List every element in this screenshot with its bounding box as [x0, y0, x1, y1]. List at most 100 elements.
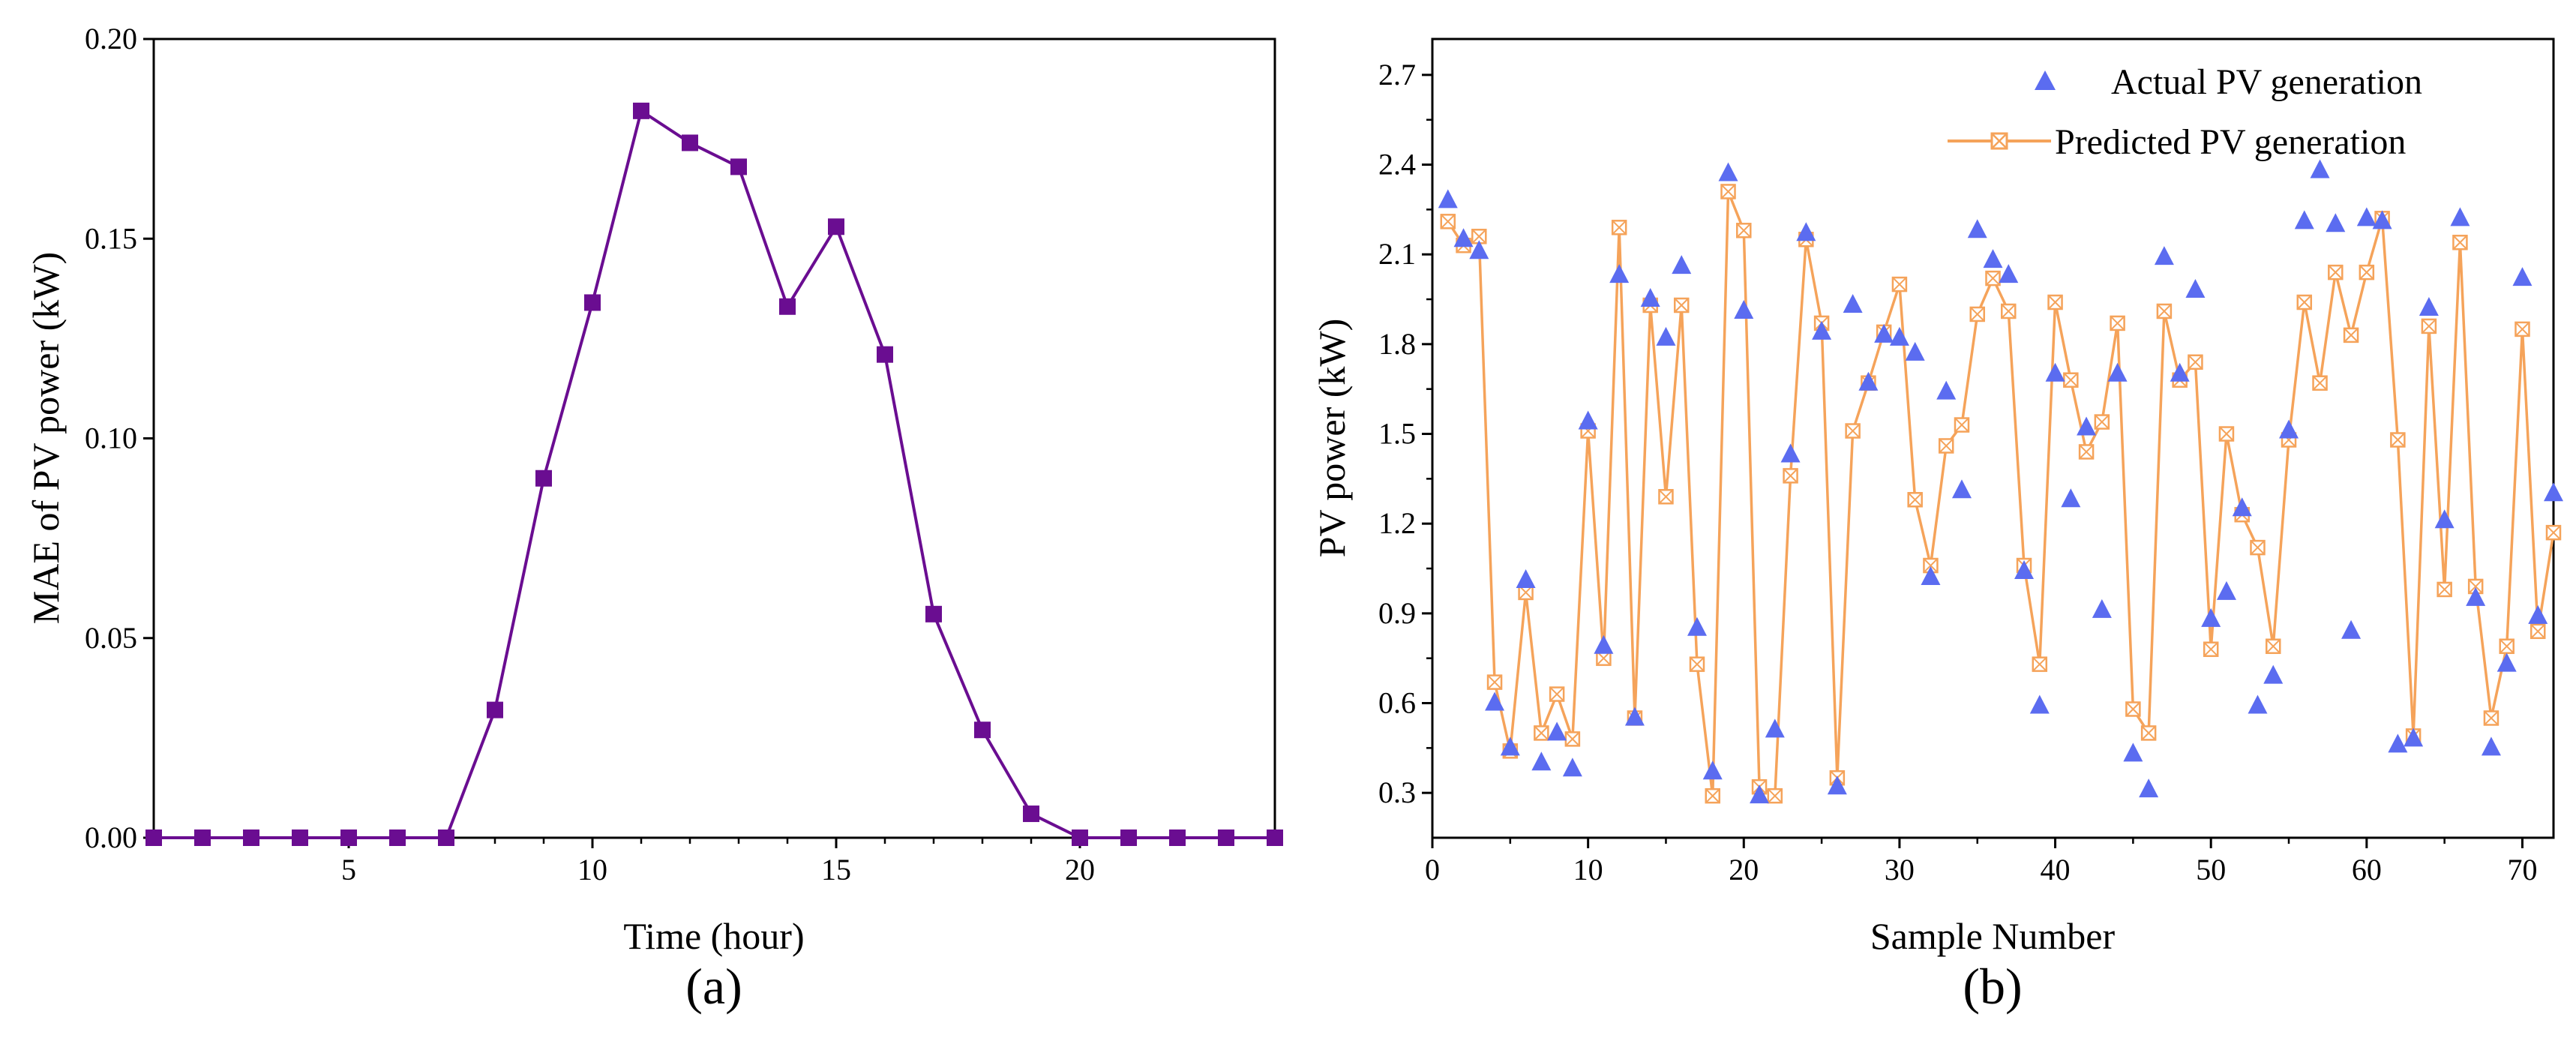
panel-b-actual-point	[1469, 240, 1489, 260]
panel-b-predicted-point	[2296, 294, 2313, 310]
panel-b-predicted-point	[2032, 656, 2048, 672]
panel-b-actual-point	[2497, 652, 2517, 672]
panel-b-predicted-point	[1611, 220, 1627, 236]
panel-b-actual-point	[2341, 620, 2362, 639]
panel-b-ytick-label: 2.4	[1378, 148, 1416, 182]
panel-a-ytick-label: 0.05	[85, 621, 137, 655]
panel-b-actual-point	[2356, 207, 2377, 226]
panel-b-predicted-point	[2140, 725, 2157, 741]
panel-b-xtick-label: 10	[1573, 853, 1603, 886]
panel-b-predicted-point	[1736, 223, 1752, 238]
panel-b-actual-point	[1687, 616, 1707, 636]
panel-b-predicted-point	[1845, 423, 1861, 439]
legend-actual-marker	[2035, 70, 2056, 90]
panel-b-actual-point	[2419, 296, 2439, 316]
panel-a-mae-point	[243, 830, 259, 846]
panel-a-caption: (a)	[685, 958, 742, 1015]
panel-b-actual-point	[1609, 264, 1630, 284]
panel-a-mae-point	[340, 830, 357, 846]
panel-a-mae-point	[877, 346, 893, 363]
panel-b-actual-point	[1702, 760, 1723, 780]
panel-a-mae-chart: 0.000.050.100.150.205 10 15 20 Time (hour) …	[25, 22, 1283, 1015]
panel-a-mae-point	[487, 701, 503, 718]
panel-a-mae-line	[154, 109, 1275, 839]
panel-b-actual-point	[2123, 742, 2143, 762]
panel-b-actual-point	[1858, 371, 1879, 391]
panel-b-predicted-point	[2001, 303, 2017, 320]
panel-b-predicted-point	[1471, 229, 1487, 244]
panel-b-predicted-point	[1705, 788, 1720, 804]
panel-b-predicted-point	[1549, 686, 1565, 702]
panel-b-predicted-point	[1767, 788, 1783, 804]
panel-b-actual-point	[2263, 664, 2284, 684]
panel-b-actual-point	[1734, 299, 1754, 319]
panel-b-predicted-point	[1938, 438, 1954, 454]
panel-b-ticks: 0.3 0.6 0.9 1.2 1.5 1.8 2.1 2.4 2.7 0 10 20 30 40 50 60…	[1378, 58, 2537, 886]
panel-b-actual-point	[2014, 560, 2035, 579]
panel-b-actual-point	[1562, 758, 1582, 777]
panel-b-predicted-point	[2499, 638, 2515, 654]
panel-b-actual-point	[1843, 294, 1863, 313]
panel-b-actual-point	[2248, 694, 2268, 714]
panel-b-ylabel: PV power (kW)	[1311, 319, 1353, 557]
panel-b-predicted-point	[2328, 264, 2344, 280]
panel-b-predicted-point	[1564, 731, 1581, 747]
panel-b-predicted-point	[2359, 264, 2375, 280]
panel-b-actual-point	[1983, 249, 2003, 268]
panel-b-actual-point	[2185, 279, 2206, 298]
panel-a-ytick-label: 0.20	[85, 22, 137, 56]
panel-a-mae-point	[194, 830, 211, 846]
panel-b-actual-point	[1531, 752, 1552, 771]
panel-b-actual-point	[1516, 568, 1536, 588]
panel-a-mae-point	[292, 830, 308, 846]
panel-b-actual-point	[2077, 416, 2097, 436]
panel-b-actual-point	[1874, 323, 1894, 343]
panel-b-predicted-point	[2266, 638, 2281, 654]
panel-b-predicted-point	[2483, 710, 2500, 726]
panel-a-mae-point	[730, 158, 747, 176]
panel-b-predicted-point	[2545, 524, 2562, 541]
panel-b-caption: (b)	[1963, 958, 2022, 1015]
panel-a-mae-point	[828, 218, 844, 236]
panel-b-ytick-label: 2.1	[1378, 237, 1416, 271]
panel-b-actual-point	[1999, 264, 2019, 284]
panel-a-mae-point	[535, 470, 552, 487]
panel-b-legend: Actual PV generation Predicted PV genera…	[1948, 62, 2422, 162]
panel-a-mae-point	[145, 830, 162, 846]
panel-b-actual-point	[1578, 410, 1598, 430]
panel-a-mae-point	[1218, 830, 1234, 846]
panel-b-ytick-label: 1.5	[1378, 417, 1416, 451]
panel-b-predicted-point	[1923, 557, 1939, 574]
panel-b-actual-point	[2310, 159, 2330, 178]
panel-b-predicted-point	[1907, 492, 1923, 508]
panel-b-predicted-point	[2250, 539, 2266, 556]
panel-a-mae-point	[1169, 830, 1186, 846]
panel-b-predicted-point	[2110, 315, 2125, 332]
panel-a-xtick-label: 10	[577, 853, 607, 886]
panel-b-actual-point	[1951, 479, 1972, 499]
panel-b-actual-point	[2092, 598, 2112, 618]
panel-b-predicted-point	[2188, 354, 2203, 370]
panel-b-actual-point	[1594, 634, 1614, 654]
panel-a-ytick-label: 0.10	[85, 422, 137, 455]
panel-b-ytick-label: 1.2	[1378, 506, 1416, 540]
panel-b-predicted-point	[1658, 489, 1674, 505]
panel-b-actual-point	[2029, 694, 2050, 714]
panel-b-ytick-label: 0.6	[1378, 686, 1416, 720]
panel-a-xlabel: Time (hour)	[623, 915, 804, 957]
panel-b-predicted-point	[2156, 303, 2173, 320]
panel-b-ytick-label: 2.7	[1378, 58, 1416, 92]
panel-b-actual-point	[1718, 162, 1738, 182]
panel-b-xlabel: Sample Number	[1870, 915, 2116, 957]
panel-a-mae-point	[1120, 830, 1137, 846]
panel-a-mae-point	[1072, 830, 1088, 846]
panel-b-series	[1438, 159, 2563, 804]
panel-b-predicted-point	[1534, 725, 1549, 741]
panel-b-plot-frame	[1431, 38, 2555, 839]
legend-predicted-marker-cross-2	[1991, 133, 2008, 149]
panel-b-predicted-point	[2530, 623, 2546, 640]
panel-b-xtick-label: 40	[2041, 853, 2071, 886]
panel-b-actual-point	[1485, 692, 1505, 711]
panel-a-ytick-label: 0.00	[85, 820, 137, 854]
